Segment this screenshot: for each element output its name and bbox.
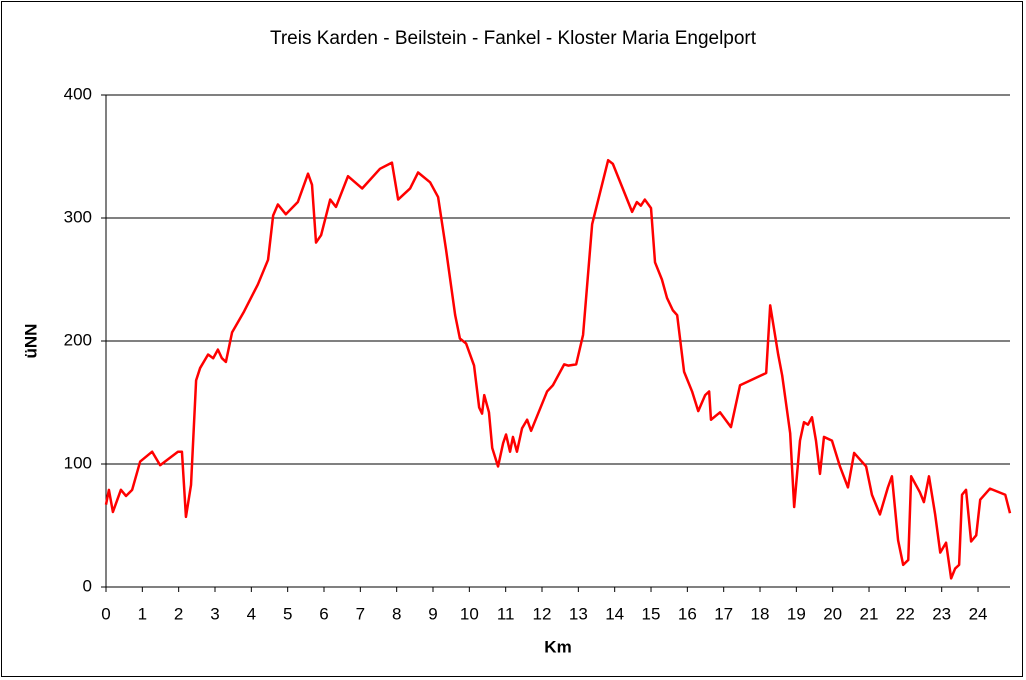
x-tick-label: 14 <box>605 604 624 623</box>
chart-title: Treis Karden - Beilstein - Fankel - Klos… <box>270 28 757 49</box>
x-axis-label: Km <box>544 637 571 656</box>
x-tick-label: 3 <box>210 604 219 623</box>
x-tick-label: 16 <box>678 604 697 623</box>
x-tick-label: 17 <box>714 604 733 623</box>
y-tick-label: 300 <box>64 207 92 226</box>
x-tick-label: 18 <box>751 604 770 623</box>
line-series <box>104 158 1012 580</box>
x-tick-label: 1 <box>138 604 147 623</box>
x-tick-label: 6 <box>319 604 328 623</box>
y-tick-label: 100 <box>64 453 92 472</box>
x-tick-label: 24 <box>969 604 988 623</box>
x-tick-label: 20 <box>823 604 842 623</box>
x-tick-label: 0 <box>101 604 110 623</box>
x-tick-label: 4 <box>247 604 256 623</box>
x-tick-label: 5 <box>283 604 292 623</box>
x-tick-label: 12 <box>533 604 552 623</box>
y-tick-label: 0 <box>83 576 92 595</box>
x-tick-label: 11 <box>497 604 515 623</box>
x-tick-label: 19 <box>787 604 806 623</box>
x-tick-label: 2 <box>174 604 183 623</box>
y-axis-label: üNN <box>21 324 40 359</box>
x-tick-label: 15 <box>642 604 661 623</box>
x-tick-label: 8 <box>392 604 401 623</box>
x-tick-label: 13 <box>569 604 588 623</box>
x-tick-label: 7 <box>356 604 365 623</box>
x-tick-label: 23 <box>932 604 951 623</box>
x-tick-label: 9 <box>428 604 437 623</box>
y-tick-label: 200 <box>64 330 92 349</box>
x-tick-label: 10 <box>460 604 479 623</box>
x-tick-label: 21 <box>860 604 879 623</box>
y-tick-label: 400 <box>64 84 92 103</box>
x-tick-label: 22 <box>896 604 915 623</box>
